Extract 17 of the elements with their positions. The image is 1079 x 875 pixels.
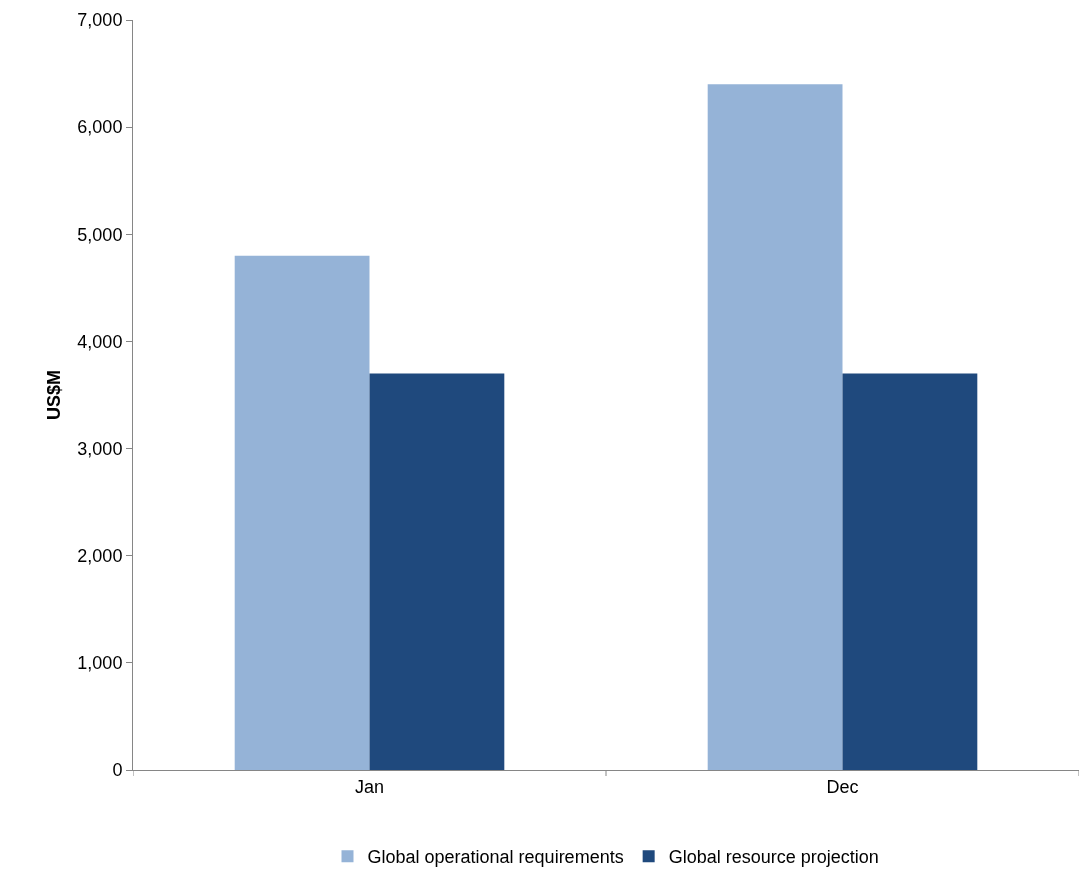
y-tick-label: 7,000 xyxy=(77,10,123,31)
legend-label: Global operational requirements xyxy=(367,847,624,868)
y-tick-label: 6,000 xyxy=(77,117,123,138)
legend-label: Global resource projection xyxy=(668,847,879,868)
y-tick-label: 5,000 xyxy=(77,224,123,245)
x-tick-label: Jan xyxy=(354,776,385,797)
y-tick-label: 1,000 xyxy=(77,653,123,674)
y-tick-label: 0 xyxy=(112,760,123,781)
bar xyxy=(707,84,843,770)
bar xyxy=(842,373,978,770)
y-tick-label: 2,000 xyxy=(77,546,123,567)
bar xyxy=(234,255,370,770)
y-axis-title: US$M xyxy=(43,369,64,421)
bar xyxy=(369,373,505,770)
x-tick-label: Dec xyxy=(826,776,859,797)
y-tick-label: 4,000 xyxy=(77,331,123,352)
y-tick-label: 3,000 xyxy=(77,438,123,459)
